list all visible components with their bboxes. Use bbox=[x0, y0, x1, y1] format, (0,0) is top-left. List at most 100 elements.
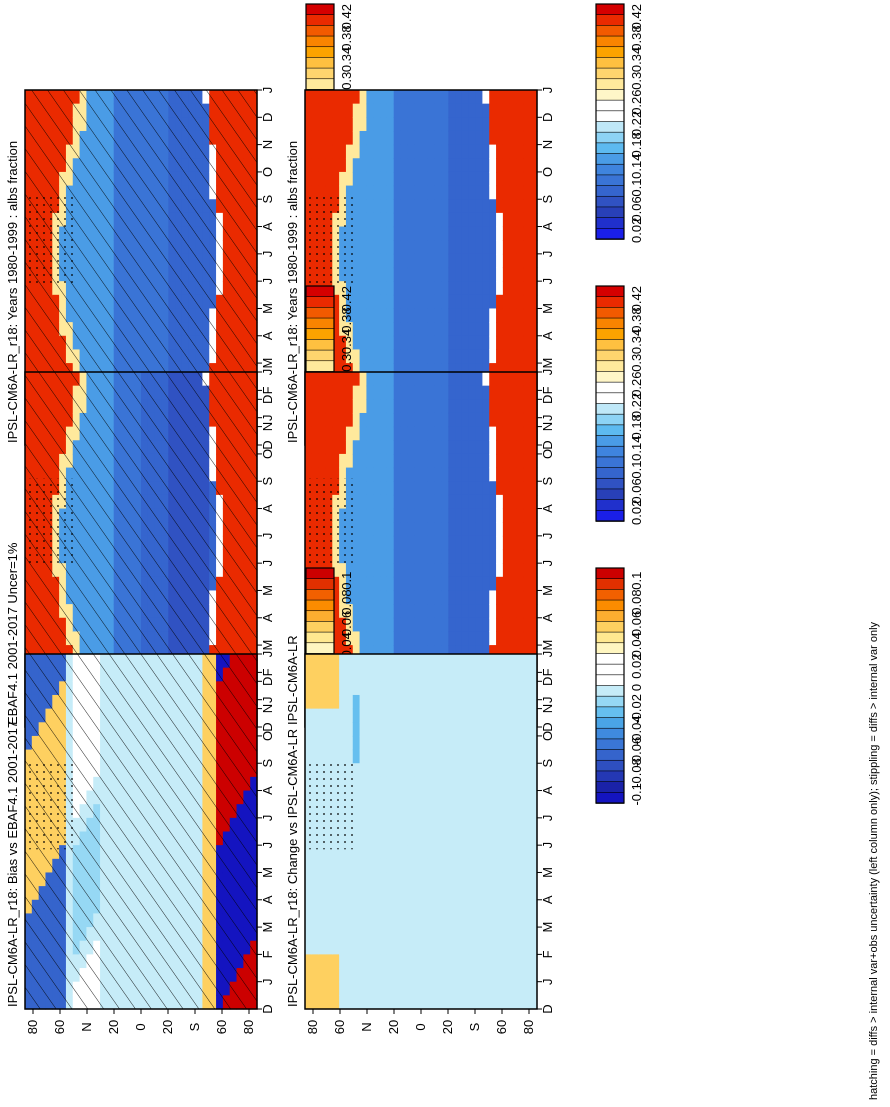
field-cell bbox=[366, 453, 374, 469]
field-cell bbox=[482, 103, 490, 118]
field-cell bbox=[509, 535, 518, 551]
field-cell bbox=[305, 968, 313, 983]
field-cell bbox=[305, 981, 313, 996]
month-label: A bbox=[260, 331, 275, 340]
field-cell bbox=[455, 453, 463, 469]
field-cell bbox=[366, 576, 374, 592]
field-cell bbox=[427, 335, 436, 351]
field-cell bbox=[530, 399, 538, 414]
field-cell bbox=[496, 617, 504, 633]
field-cell bbox=[448, 294, 456, 310]
colorbar-swatch bbox=[595, 67, 625, 80]
field-cell bbox=[516, 144, 524, 159]
field-cell bbox=[366, 103, 374, 118]
field-cell bbox=[386, 212, 395, 228]
field-cell bbox=[441, 322, 449, 337]
field-cell bbox=[373, 563, 381, 578]
field-cell bbox=[339, 940, 347, 955]
field-cell bbox=[461, 240, 470, 255]
field-cell bbox=[352, 308, 361, 323]
field-cell bbox=[523, 185, 531, 200]
field-cell bbox=[332, 858, 340, 874]
field-cell bbox=[421, 158, 429, 173]
field-cell bbox=[427, 576, 436, 592]
field-cell bbox=[475, 440, 484, 455]
field-cell bbox=[523, 322, 531, 337]
field-cell bbox=[421, 467, 429, 482]
field-cell bbox=[407, 253, 415, 269]
field-cell bbox=[305, 694, 313, 710]
field-cell bbox=[400, 90, 408, 105]
field-cell bbox=[366, 535, 374, 551]
field-cell bbox=[407, 440, 415, 455]
field-cell bbox=[482, 253, 490, 269]
field-cell bbox=[502, 240, 511, 255]
field-cell bbox=[373, 308, 381, 323]
field-cell bbox=[441, 467, 449, 482]
field-cell bbox=[407, 508, 415, 523]
field-cell bbox=[523, 117, 531, 132]
field-cell bbox=[305, 440, 313, 455]
field-cell bbox=[496, 322, 504, 337]
field-cell bbox=[441, 522, 449, 537]
field-cell bbox=[325, 399, 333, 414]
colorbar-swatch bbox=[595, 185, 625, 198]
colorbar-label: 0.04 bbox=[339, 632, 354, 657]
field-cell bbox=[427, 322, 436, 337]
field-cell bbox=[311, 144, 320, 159]
field-cell bbox=[332, 130, 340, 146]
field-cell bbox=[318, 968, 327, 983]
field-cell bbox=[366, 144, 374, 159]
field-cell bbox=[489, 308, 497, 323]
field-cell bbox=[359, 158, 368, 173]
field-cell bbox=[400, 631, 408, 646]
field-cell bbox=[359, 426, 368, 441]
field-cell bbox=[366, 199, 374, 214]
field-cell bbox=[421, 130, 429, 146]
field-cell bbox=[400, 549, 408, 564]
field-cell bbox=[414, 576, 422, 592]
field-cell bbox=[407, 604, 415, 619]
field-cell bbox=[345, 590, 354, 605]
field-cell bbox=[468, 281, 477, 296]
field-cell bbox=[489, 130, 497, 146]
field-cell bbox=[359, 453, 368, 469]
field-cell bbox=[400, 576, 408, 592]
field-cell bbox=[523, 212, 531, 228]
field-cell bbox=[407, 563, 415, 578]
colorbar-swatch bbox=[595, 25, 625, 37]
field-cell bbox=[489, 535, 497, 551]
field-cell bbox=[373, 467, 381, 482]
field-cell bbox=[468, 363, 477, 378]
field-cell bbox=[523, 645, 531, 660]
field-cell bbox=[373, 590, 381, 605]
field-cell bbox=[352, 322, 361, 337]
field-cell bbox=[345, 372, 354, 387]
month-label: S bbox=[540, 195, 555, 204]
field-cell bbox=[339, 694, 347, 710]
field-cell bbox=[434, 281, 443, 296]
field-cell bbox=[305, 144, 313, 159]
field-cell bbox=[434, 185, 443, 200]
field-cell bbox=[380, 199, 388, 214]
field-cell bbox=[441, 294, 449, 310]
field-cell bbox=[455, 494, 463, 510]
field-cell bbox=[311, 90, 320, 105]
field-cell bbox=[523, 199, 531, 214]
field-cell bbox=[496, 294, 504, 310]
field-cell bbox=[393, 535, 402, 551]
month-label: F bbox=[540, 386, 555, 394]
field-cell bbox=[530, 103, 538, 118]
field-cell bbox=[468, 535, 477, 551]
colorbar-label: 0.14 bbox=[629, 436, 644, 461]
field-cell bbox=[311, 412, 320, 428]
field-cell bbox=[455, 385, 463, 400]
field-cell bbox=[380, 281, 388, 296]
field-cell bbox=[386, 363, 395, 378]
field-cell bbox=[421, 481, 429, 496]
month-label: A bbox=[260, 222, 275, 231]
field-cell bbox=[339, 281, 347, 296]
field-cell bbox=[318, 440, 327, 455]
field-cell bbox=[359, 494, 368, 510]
field-cell bbox=[359, 508, 368, 523]
